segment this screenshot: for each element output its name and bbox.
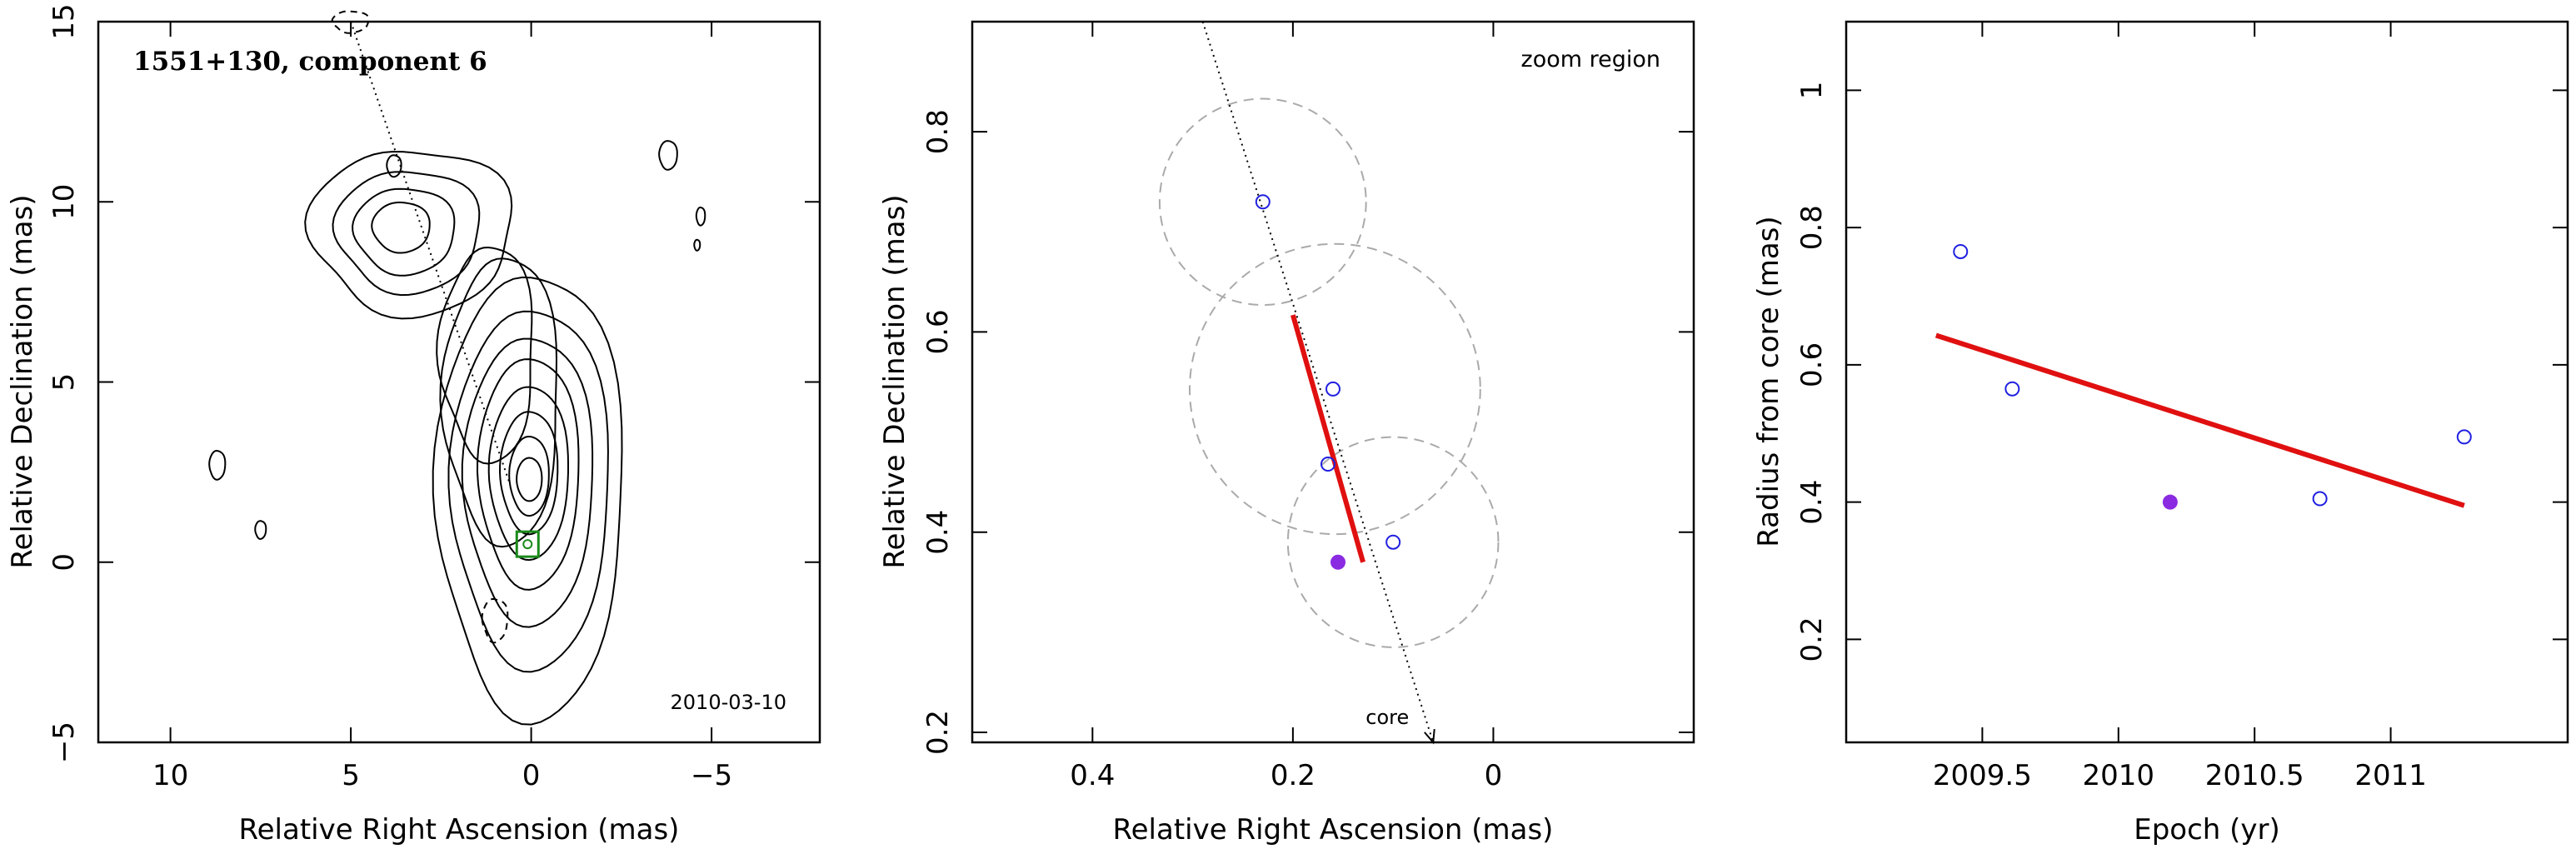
x-tick-label: 0	[522, 759, 541, 792]
x-tick-label: 0.2	[1271, 759, 1315, 792]
core-label: core	[1365, 706, 1409, 729]
x-tick-label: 2010.5	[2205, 759, 2304, 792]
contour-line	[254, 520, 267, 540]
data-points	[1255, 194, 1401, 570]
open-point	[1953, 243, 1969, 259]
y-tick-label: 0.2	[921, 710, 955, 755]
arrow-line	[1201, 21, 1435, 743]
fit-line	[1934, 332, 2465, 508]
component-marker	[515, 530, 540, 558]
x-tick-label: 0.4	[1070, 759, 1115, 792]
contour-line	[498, 411, 559, 536]
x-axis-label: Relative Right Ascension (mas)	[239, 813, 680, 847]
axis-ticks: 2009.5 2010 2010.5 2011 0.2 0.4 0.6 0.8 1	[1795, 22, 2568, 792]
open-point	[1320, 457, 1335, 472]
axis-ticks: 10 5 0 −5 −5 0 5 10 15	[47, 3, 820, 792]
contour-map-panel: 10 5 0 −5 −5 0 5 10 15 1551+130, component 6 201…	[6, 3, 821, 847]
y-axis-label: Relative Declination (mas)	[878, 194, 911, 568]
fit-line	[1290, 314, 1365, 563]
contour-line	[695, 207, 706, 227]
open-point	[1385, 534, 1401, 550]
jet-direction-line	[350, 21, 511, 483]
y-tick-label: 15	[47, 3, 81, 39]
y-tick-label: 10	[47, 184, 81, 220]
contour-line	[658, 140, 678, 171]
x-tick-label: 2010	[2083, 759, 2155, 792]
contour-line	[436, 246, 533, 465]
open-point	[1255, 194, 1271, 210]
y-tick-label: 0	[47, 553, 81, 572]
x-tick-label: 0	[1485, 759, 1503, 792]
x-tick-label: 2009.5	[1933, 759, 2032, 792]
open-point	[2312, 491, 2328, 507]
y-axis-label: Radius from core (mas)	[1752, 216, 1785, 547]
panel-title: 1551+130, component 6	[133, 47, 487, 77]
y-tick-label: −5	[47, 722, 81, 763]
contour-line	[476, 358, 580, 591]
fit-line	[1290, 314, 1365, 563]
contour-line	[461, 337, 594, 628]
contour-line	[508, 435, 550, 517]
x-tick-label: 2011	[2354, 759, 2427, 792]
y-tick-label: 5	[47, 373, 81, 392]
y-tick-label: 0.4	[1795, 480, 1829, 525]
filled-point	[1330, 554, 1346, 570]
plot-frame	[1845, 20, 2569, 744]
error-circle	[1158, 97, 1367, 306]
contour-lines	[208, 10, 706, 726]
open-point	[2004, 381, 2020, 397]
filled-point	[2162, 494, 2178, 510]
contour-line	[516, 457, 543, 502]
open-point	[2456, 429, 2472, 445]
epoch-date-label: 2010-03-10	[671, 691, 786, 714]
error-circle	[1286, 436, 1500, 648]
negative-contour	[481, 597, 509, 644]
x-tick-label: −5	[691, 759, 732, 792]
plot-frame	[97, 20, 821, 744]
component-box	[515, 530, 540, 558]
contour-line	[693, 238, 701, 252]
x-tick-label: 5	[342, 759, 360, 792]
x-axis-label: Relative Right Ascension (mas)	[1113, 813, 1554, 847]
error-circle	[1189, 242, 1481, 536]
axis-ticks: 0.4 0.2 0 0.2 0.4 0.6 0.8	[921, 22, 1694, 792]
y-tick-label: 0.8	[921, 109, 955, 154]
plot-frame	[971, 20, 1695, 744]
direction-line	[350, 21, 511, 483]
open-point	[1325, 381, 1340, 397]
y-tick-label: 0.4	[921, 510, 955, 555]
arrow-head	[1424, 728, 1435, 745]
data-points	[1953, 243, 2472, 510]
x-axis-label: Epoch (yr)	[2134, 813, 2280, 847]
contour-line	[352, 187, 456, 277]
contour-line	[439, 257, 558, 548]
y-tick-label: 0.6	[921, 309, 955, 354]
panel-title: zoom region	[1521, 47, 1660, 72]
y-tick-label: 1	[1795, 82, 1829, 100]
contour-line	[208, 449, 227, 481]
y-tick-label: 0.2	[1795, 617, 1829, 662]
contour-line	[304, 150, 513, 320]
fit-line	[1934, 332, 2465, 508]
contour-line	[371, 201, 431, 254]
y-tick-label: 0.6	[1795, 342, 1829, 387]
error-circles	[1158, 97, 1500, 648]
contour-line	[332, 171, 481, 297]
component-point	[522, 539, 533, 550]
y-axis-label: Relative Declination (mas)	[6, 194, 39, 568]
core-direction-arrow	[1201, 21, 1435, 745]
contour-line	[447, 310, 609, 673]
contour-line	[386, 154, 402, 178]
contour-line	[432, 276, 623, 726]
x-tick-label: 10	[152, 759, 188, 792]
y-tick-label: 0.8	[1795, 205, 1829, 250]
radius-vs-epoch-panel: 2009.5 2010 2010.5 2011 0.2 0.4 0.6 0.8 1 Epoch …	[1752, 20, 2569, 847]
contour-line	[487, 386, 569, 562]
zoom-panel: 0.4 0.2 0 0.2 0.4 0.6 0.8 zoom region core Rel…	[878, 20, 1695, 847]
